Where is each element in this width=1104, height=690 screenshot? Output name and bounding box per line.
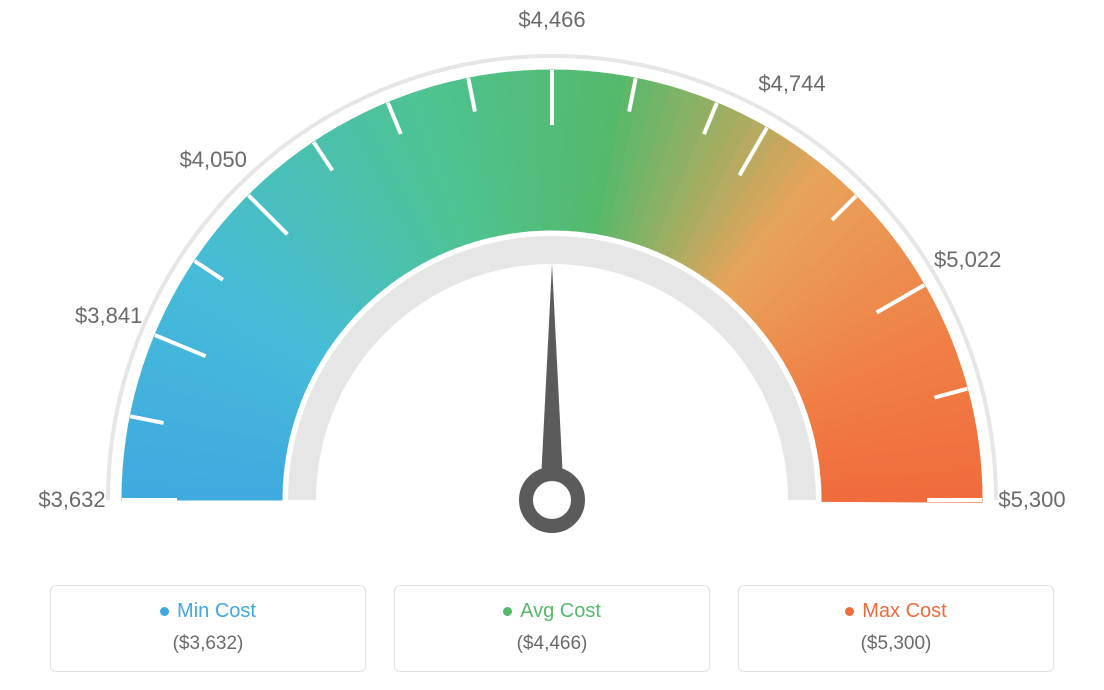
legend-dot-icon	[503, 607, 512, 616]
legend-title-text: Max Cost	[862, 600, 946, 623]
gauge-tick-label: $3,632	[38, 487, 105, 513]
legend-value: ($4,466)	[405, 633, 699, 655]
gauge-tick-label: $4,466	[518, 7, 585, 33]
gauge-tick-label: $4,050	[180, 147, 247, 173]
legend-card: Max Cost ($5,300)	[738, 585, 1054, 672]
legend-title: Max Cost	[845, 600, 946, 623]
legend-dot-icon	[845, 607, 854, 616]
legend-card: Avg Cost ($4,466)	[394, 585, 710, 672]
gauge-tick-label: $5,300	[998, 487, 1065, 513]
gauge-tick-label: $3,841	[75, 303, 142, 329]
legend-title-text: Avg Cost	[520, 600, 601, 623]
gauge-tick-label: $4,744	[758, 71, 825, 97]
gauge-container: $3,632$3,841$4,050$4,466$4,744$5,022$5,3…	[52, 20, 1052, 580]
gauge-hub	[526, 474, 578, 526]
legend-title: Avg Cost	[503, 600, 601, 623]
gauge-tick-label: $5,022	[934, 247, 1001, 273]
gauge-svg	[52, 20, 1052, 580]
legend-dot-icon	[160, 607, 169, 616]
legend-value: ($5,300)	[749, 633, 1043, 655]
legend-value: ($3,632)	[61, 633, 355, 655]
gauge-needle	[540, 264, 564, 500]
legend-title-text: Min Cost	[177, 600, 256, 623]
legend-row: Min Cost ($3,632) Avg Cost ($4,466) Max Cost…	[50, 585, 1054, 672]
legend-title: Min Cost	[160, 600, 256, 623]
legend-card: Min Cost ($3,632)	[50, 585, 366, 672]
